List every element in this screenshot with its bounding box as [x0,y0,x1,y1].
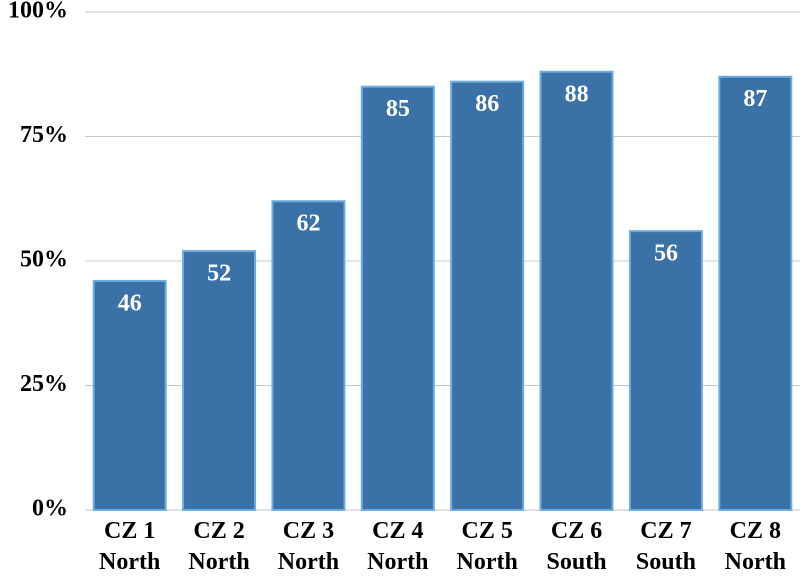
bar [450,80,525,511]
bar [271,200,346,512]
value-label: 88 [565,81,589,107]
bar [360,85,435,511]
y-tick-label: 25% [20,371,68,397]
value-label: 46 [118,290,142,316]
value-label: 52 [207,261,231,287]
bar [628,230,703,511]
bar [539,70,614,511]
x-tick-label: CZ 7 South [635,518,696,575]
value-label: 62 [296,211,320,237]
y-tick-label: 50% [20,247,68,273]
x-tick-label: CZ 5 North [456,518,518,575]
value-label: 56 [654,241,678,267]
x-tick-label: CZ 2 North [188,518,250,575]
x-tick-label: CZ 8 North [724,518,786,575]
y-tick-label: 75% [20,122,68,148]
bar [182,250,257,511]
bar [92,279,167,512]
value-label: 86 [475,91,499,117]
y-tick-label: 100% [8,0,68,24]
y-tick-label: 0% [32,496,68,522]
x-tick-label: CZ 6 South [546,518,607,575]
x-tick-label: CZ 4 North [367,518,429,575]
bar [718,75,793,512]
value-label: 85 [386,96,410,122]
x-tick-label: CZ 1 North [99,518,161,575]
value-label: 87 [743,86,767,112]
x-tick-label: CZ 3 North [277,518,340,575]
